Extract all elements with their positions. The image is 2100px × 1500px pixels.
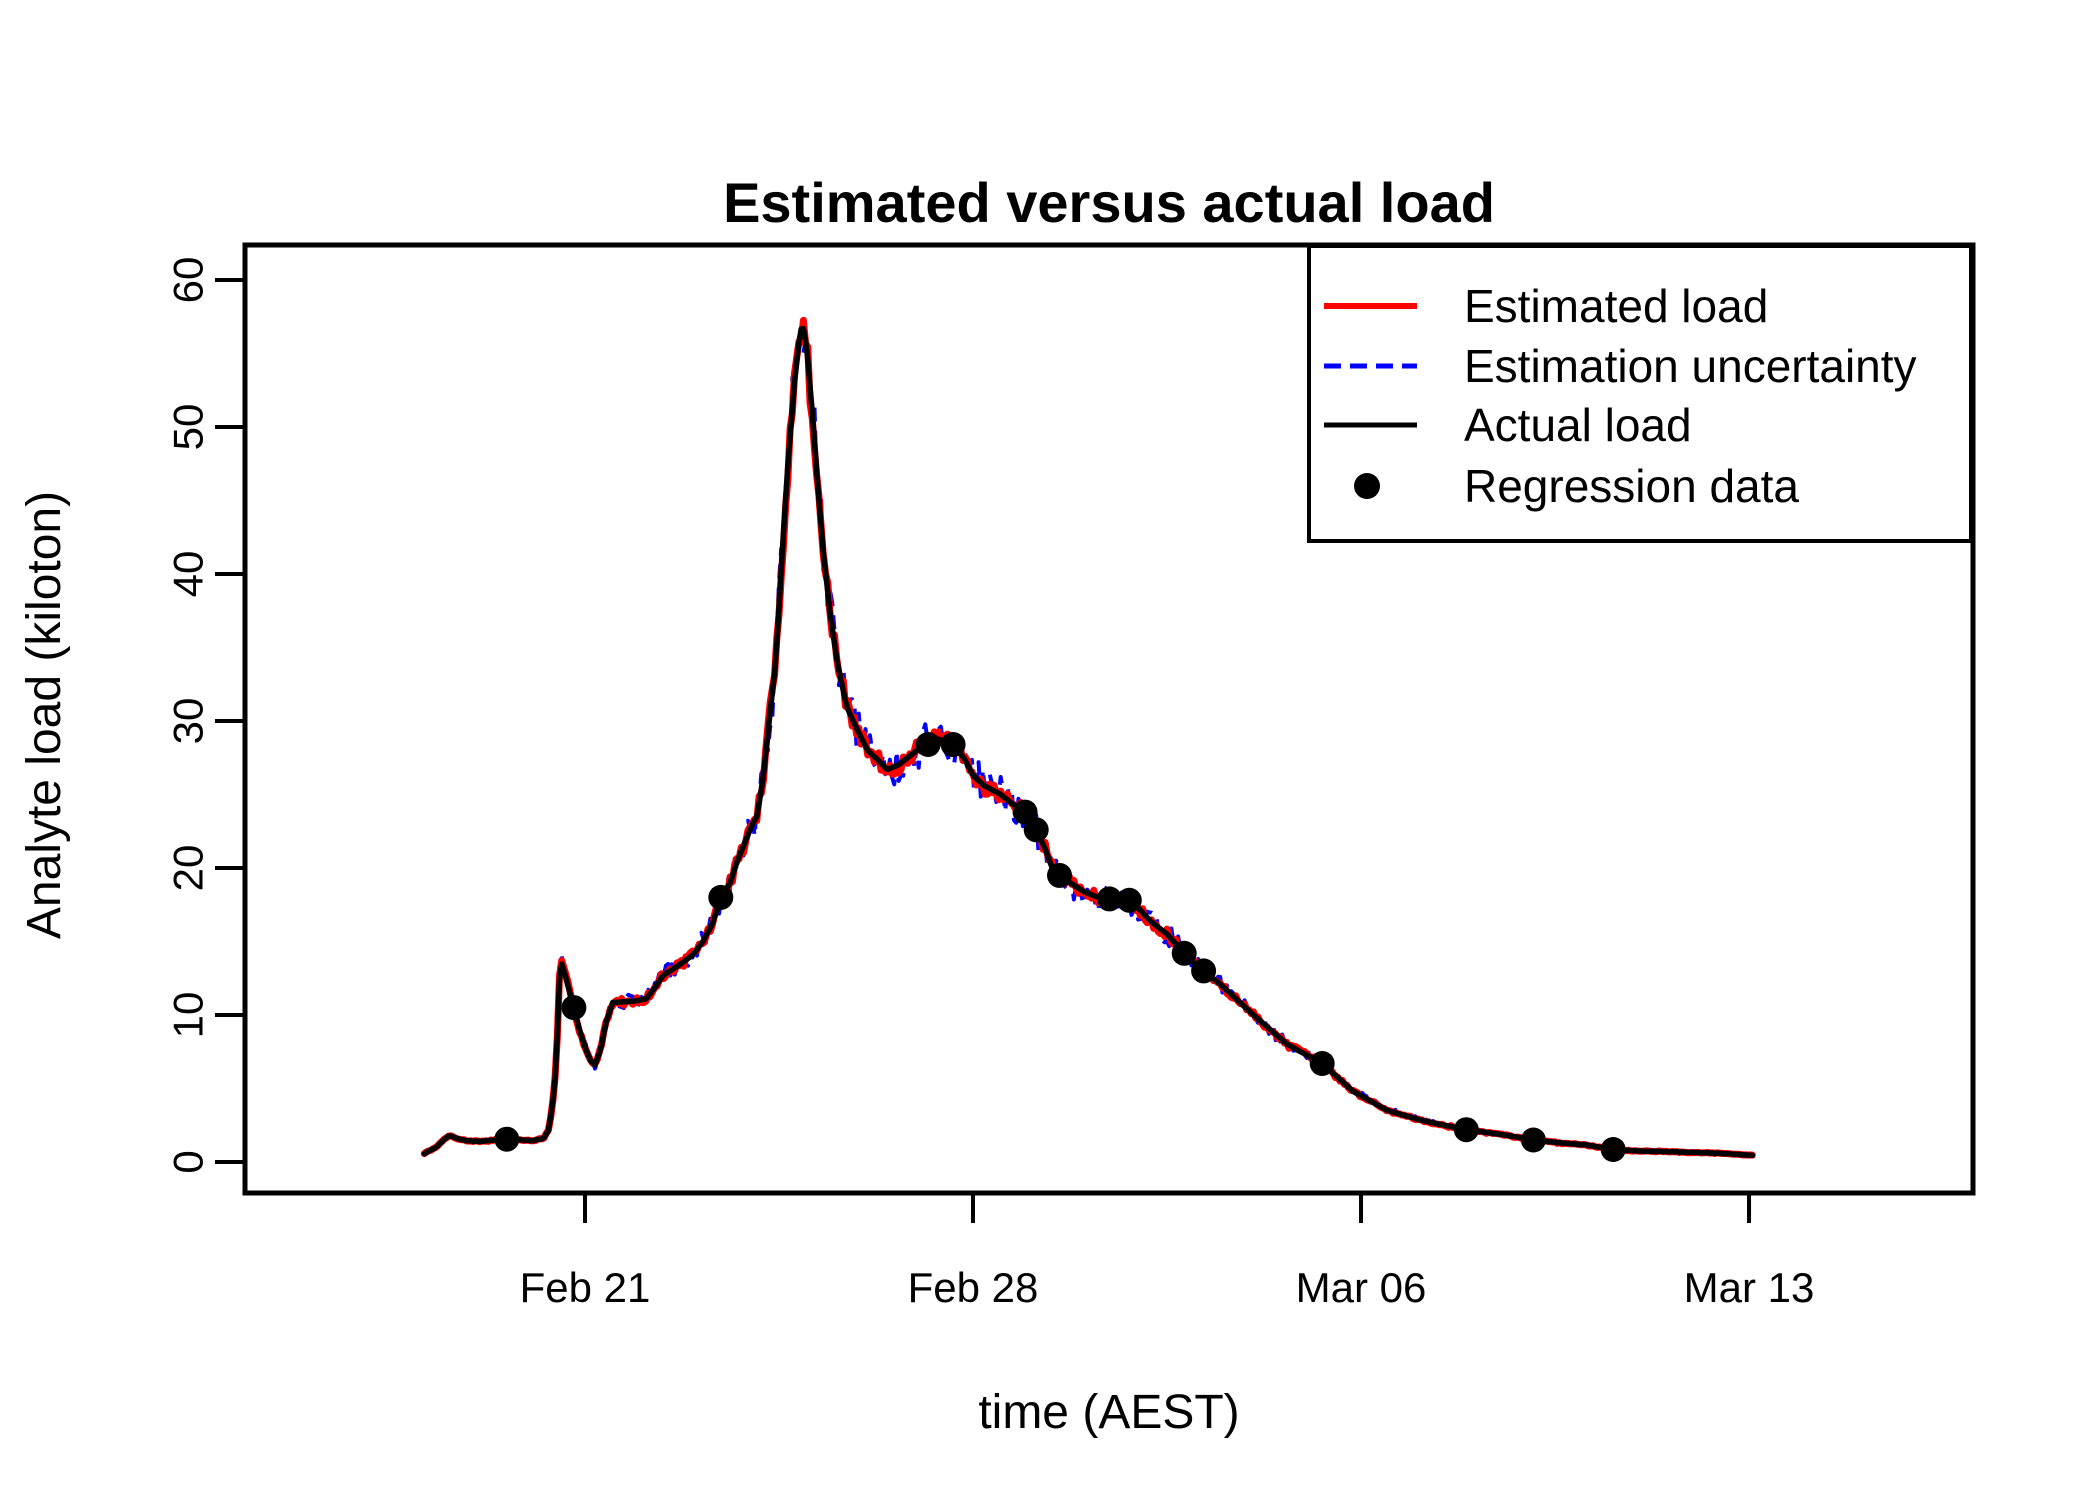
x-axis-ticks: Feb 21 Feb 28 Mar 06 Mar 13 xyxy=(520,1193,1815,1311)
legend-label-regression-data: Regression data xyxy=(1464,460,1799,512)
regression-data-point xyxy=(1309,1051,1335,1076)
regression-data-point xyxy=(561,995,587,1021)
legend-item-regression-data: Regression data xyxy=(1311,460,1799,512)
y-tick-label: 0 xyxy=(165,1150,212,1173)
regression-data-point xyxy=(708,884,734,910)
y-tick-label: 20 xyxy=(165,845,212,892)
regression-data-point xyxy=(1171,940,1197,966)
y-tick-label: 10 xyxy=(165,992,212,1039)
regression-data-point xyxy=(1023,817,1049,843)
regression-data-point xyxy=(1096,886,1122,912)
y-tick-label: 50 xyxy=(165,404,212,451)
legend: Estimated load Estimation uncertainty Ac… xyxy=(1307,244,1973,543)
red-line-icon xyxy=(1324,303,1417,309)
regression-data-point xyxy=(1600,1137,1626,1162)
y-axis-ticks: 0 10 20 30 40 50 60 xyxy=(165,257,245,1174)
legend-item-estimated-load: Estimated load xyxy=(1311,280,1768,332)
regression-data-point xyxy=(940,732,966,757)
plot-border xyxy=(242,242,1976,1196)
legend-label-estimation-uncertainty: Estimation uncertainty xyxy=(1464,340,1917,392)
y-tick-label: 30 xyxy=(165,698,212,745)
legend-label-actual-load: Actual load xyxy=(1464,399,1692,451)
regression-data-point xyxy=(494,1126,520,1152)
regression-data-point xyxy=(1191,958,1217,984)
regression-dots xyxy=(494,732,1626,1162)
y-tick-label: 40 xyxy=(165,551,212,598)
regression-data-point xyxy=(1116,887,1142,913)
x-axis-title: time (AEST) xyxy=(978,1386,1239,1439)
y-axis-title: Analyte load (kiloton) xyxy=(18,491,71,939)
legend-item-estimation-uncertainty: Estimation uncertainty xyxy=(1311,340,1917,392)
x-tick-label: Feb 28 xyxy=(908,1264,1039,1311)
black-line-icon xyxy=(1324,422,1417,428)
x-tick-label: Mar 13 xyxy=(1684,1264,1815,1311)
blue-dashed-line-icon xyxy=(1324,363,1417,369)
regression-data-point xyxy=(1520,1127,1546,1153)
regression-data-point xyxy=(915,732,941,757)
chart-title: Estimated versus actual load xyxy=(723,171,1495,234)
legend-item-actual-load: Actual load xyxy=(1311,399,1692,451)
x-tick-label: Feb 21 xyxy=(520,1264,651,1311)
x-tick-label: Mar 06 xyxy=(1296,1264,1427,1311)
regression-data-point xyxy=(1453,1117,1479,1143)
y-tick-label: 60 xyxy=(165,257,212,304)
black-dot-icon xyxy=(1354,473,1380,499)
regression-data-point xyxy=(1047,862,1072,888)
legend-label-estimated-load: Estimated load xyxy=(1464,280,1769,332)
